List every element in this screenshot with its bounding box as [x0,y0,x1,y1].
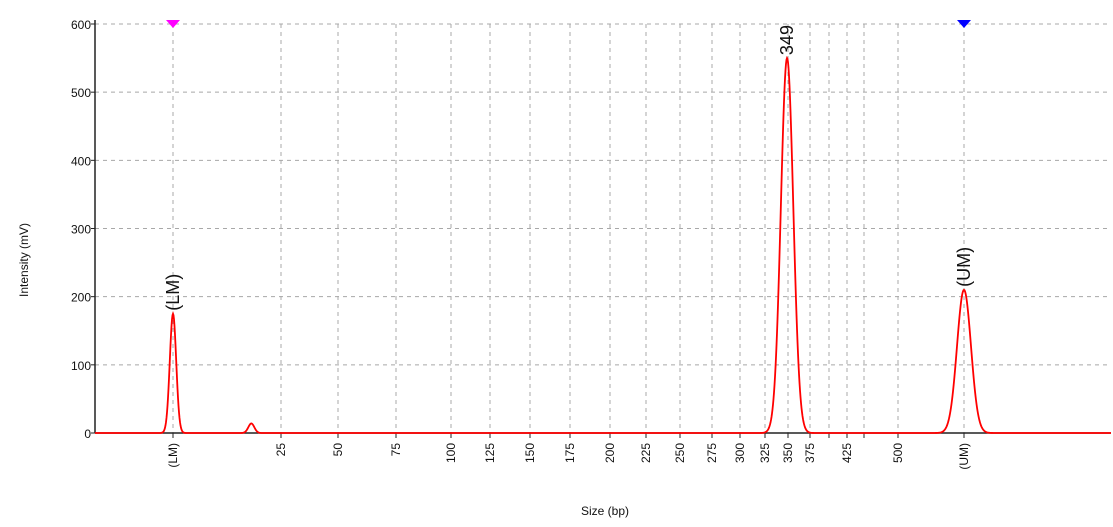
x-tick-label: 175 [563,443,577,463]
x-tick-label: 50 [331,443,345,457]
x-tick-label: (LM) [166,443,180,468]
x-tick-label: 325 [758,443,772,463]
x-tick-label: 100 [444,443,458,463]
y-tick-label: 200 [71,291,91,305]
x-tick-label: 350 [781,443,795,463]
peak-label: (UM) [954,247,974,287]
y-tick-label: 100 [71,359,91,373]
x-tick-label: 200 [603,443,617,463]
x-tick-label: 500 [891,443,905,463]
y-tick-label: 400 [71,154,91,168]
x-tick-label: 300 [733,443,747,463]
label-layer: (LM) 349 (UM) [163,20,974,311]
x-tick-label: 425 [840,443,854,463]
y-tick-label: 600 [71,18,91,32]
axis-layer: 0 100 200 300 400 500 600 (LM) 25 50 75 100 125 150 17… [71,18,1111,470]
x-tick-label: 250 [673,443,687,463]
x-tick-label: (UM) [957,443,971,470]
y-tick-label: 500 [71,86,91,100]
series-layer [95,55,1111,434]
series-trace [95,55,1111,434]
y-axis-title: Intensity (mV) [17,223,31,297]
grid-layer [95,23,1111,433]
x-tick-label: 375 [803,443,817,463]
x-tick-label: 275 [705,443,719,463]
y-tick-label: 300 [71,223,91,237]
peak-label: (LM) [163,274,183,311]
peak-label: 349 [777,25,797,55]
y-tick-label: 0 [84,427,91,441]
x-tick-label: 125 [483,443,497,463]
marker-triangle [166,20,180,28]
marker-triangle [957,20,971,28]
x-tick-label: 150 [523,443,537,463]
x-tick-label: 75 [389,443,403,457]
x-tick-label: 225 [639,443,653,463]
x-axis-title: Size (bp) [581,504,629,518]
x-tick-label: 25 [274,443,288,457]
